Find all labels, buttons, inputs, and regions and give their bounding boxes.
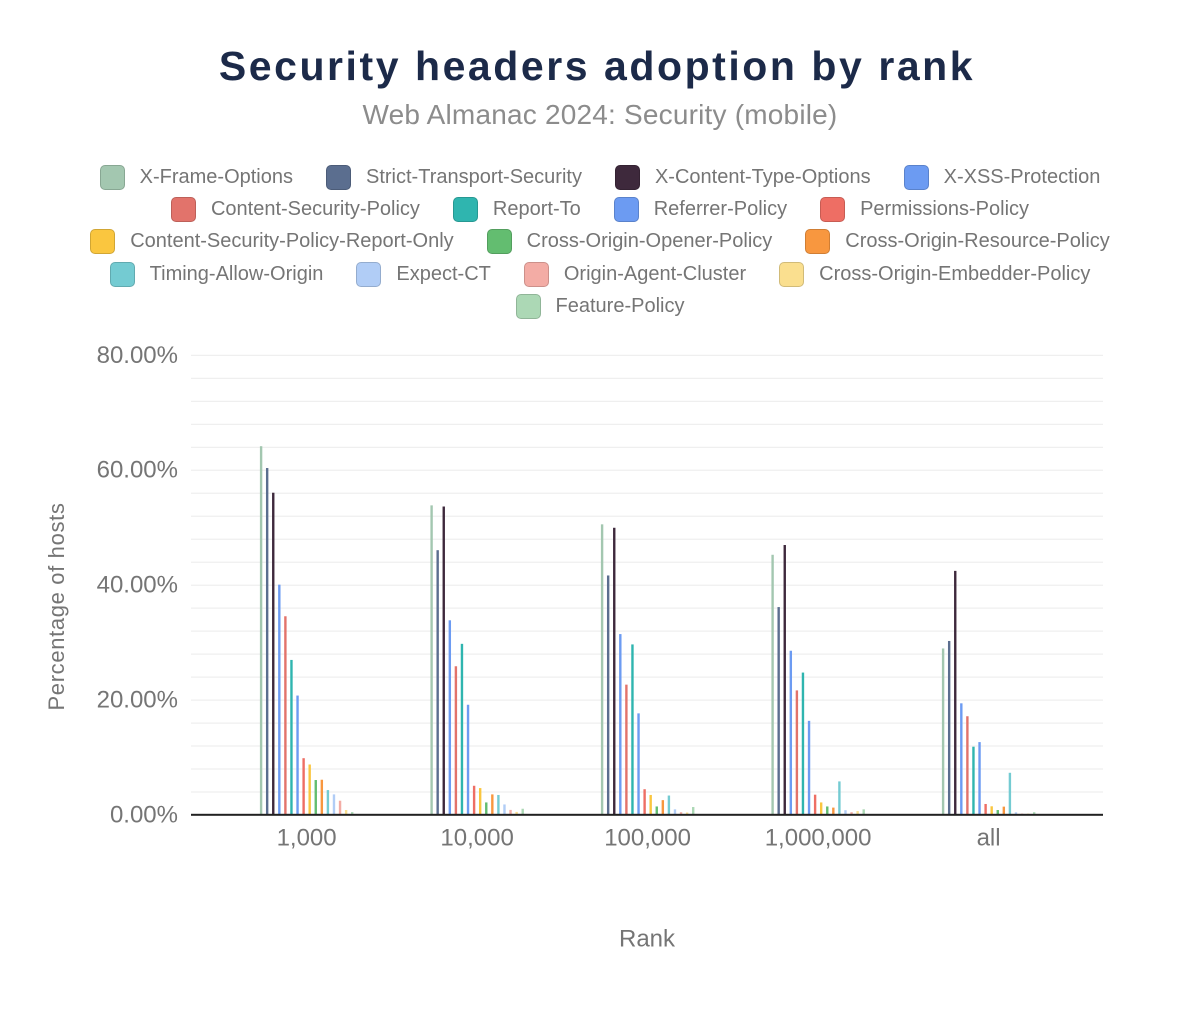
svg-text:10,000: 10,000: [440, 825, 513, 852]
svg-text:all: all: [977, 825, 1001, 852]
svg-text:Percentage of hosts: Percentage of hosts: [44, 502, 69, 710]
svg-text:20.00%: 20.00%: [97, 687, 178, 714]
svg-text:1,000: 1,000: [277, 825, 337, 852]
svg-text:Rank: Rank: [619, 926, 676, 953]
svg-text:0.00%: 0.00%: [110, 802, 178, 829]
svg-text:40.00%: 40.00%: [97, 572, 178, 599]
svg-text:100,000: 100,000: [604, 825, 691, 852]
svg-text:1,000,000: 1,000,000: [765, 825, 872, 852]
svg-text:80.00%: 80.00%: [97, 342, 178, 369]
svg-text:60.00%: 60.00%: [97, 457, 178, 484]
